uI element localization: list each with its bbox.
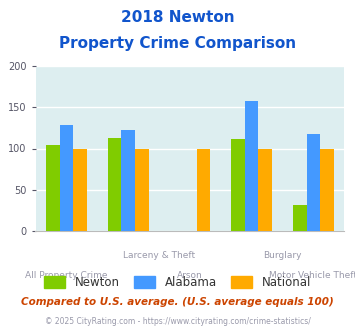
- Text: Larceny & Theft: Larceny & Theft: [123, 251, 195, 260]
- Bar: [135, 148, 148, 231]
- Text: Motor Vehicle Theft: Motor Vehicle Theft: [269, 271, 355, 280]
- Text: All Property Crime: All Property Crime: [25, 271, 108, 280]
- Text: Compared to U.S. average. (U.S. average equals 100): Compared to U.S. average. (U.S. average …: [21, 297, 334, 307]
- Bar: [258, 148, 272, 231]
- Bar: [197, 148, 210, 231]
- Legend: Newton, Alabama, National: Newton, Alabama, National: [39, 272, 316, 294]
- Bar: [73, 148, 87, 231]
- Bar: [121, 130, 135, 231]
- Text: Burglary: Burglary: [263, 251, 302, 260]
- Text: © 2025 CityRating.com - https://www.cityrating.com/crime-statistics/: © 2025 CityRating.com - https://www.city…: [45, 317, 310, 326]
- Text: 2018 Newton: 2018 Newton: [121, 10, 234, 25]
- Bar: [108, 138, 121, 231]
- Bar: [320, 148, 334, 231]
- Bar: [307, 135, 320, 231]
- Bar: [293, 205, 307, 231]
- Bar: [231, 139, 245, 231]
- Text: Arson: Arson: [177, 271, 203, 280]
- Bar: [46, 145, 60, 231]
- Bar: [60, 125, 73, 231]
- Bar: [245, 101, 258, 231]
- Text: Property Crime Comparison: Property Crime Comparison: [59, 36, 296, 51]
